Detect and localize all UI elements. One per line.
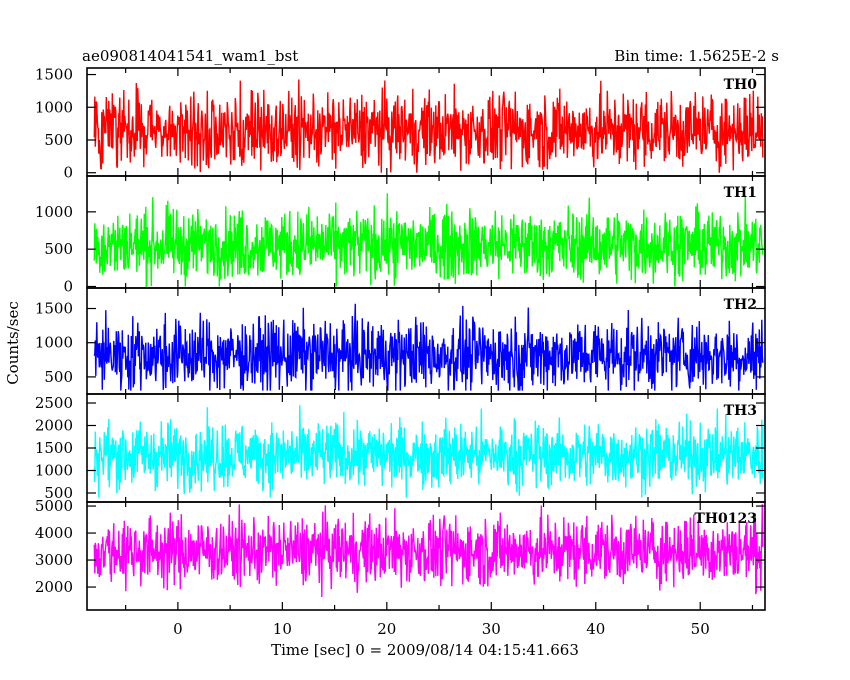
y-tick-label: 1000 <box>35 98 73 116</box>
y-tick-label: 4000 <box>35 524 73 542</box>
panel-frame <box>86 501 766 611</box>
y-tick-label: 2000 <box>35 578 73 596</box>
x-axis-title: Time [sec] 0 = 2009/08/14 04:15:41.663 <box>271 641 579 659</box>
panel-th3: 500 1000 1500 2000 2500 TH3 <box>35 393 766 503</box>
series-line-th3 <box>93 405 764 498</box>
series-label-th2: TH2 <box>724 297 757 313</box>
panel-th1: 0 500 1000 TH1 <box>35 175 766 296</box>
series-line-th1 <box>93 193 764 288</box>
y-tick-label: 500 <box>44 368 73 386</box>
x-tick-label: 10 <box>273 620 292 638</box>
y-tick-label: 1500 <box>35 300 73 318</box>
series-label-th0: TH0 <box>724 77 758 93</box>
y-tick-label: 2000 <box>35 417 73 435</box>
bin-time-label: Bin time: 1.5625E-2 s <box>614 47 779 65</box>
y-tick-label: 2500 <box>35 394 73 412</box>
series-label-th0123: TH0123 <box>694 511 757 527</box>
y-tick-label: 500 <box>44 131 73 149</box>
y-axis-title: Counts/sec <box>4 301 22 385</box>
series-line-th2 <box>93 303 764 391</box>
y-tick-label: 1000 <box>35 203 73 221</box>
y-tick-label: 1500 <box>35 439 73 457</box>
x-tick-label: 0 <box>173 620 183 638</box>
series-label-th1: TH1 <box>724 185 757 201</box>
y-tick-label: 0 <box>63 278 73 296</box>
series-line-th0 <box>93 79 764 173</box>
y-tick-label: 500 <box>44 484 73 502</box>
y-tick-label: 1000 <box>35 462 73 480</box>
x-tick-label: 30 <box>482 620 501 638</box>
series-line-th0123 <box>93 504 764 598</box>
panel-th0: 0 500 1000 1500 TH0 <box>35 66 766 182</box>
y-tick-label: 3000 <box>35 551 73 569</box>
x-tick-label: 20 <box>377 620 396 638</box>
y-tick-label: 5000 <box>35 497 73 515</box>
panel-th0123: 2000 3000 4000 5000 TH0123 <box>35 497 766 611</box>
y-tick-label: 500 <box>44 240 73 258</box>
y-tick-label: 1000 <box>35 334 73 352</box>
x-tick-label: 40 <box>586 620 605 638</box>
y-tick-label: 1500 <box>35 66 73 84</box>
chart-title: ae090814041541_wam1_bst <box>82 47 298 65</box>
y-tick-label: 0 <box>63 164 73 182</box>
series-label-th3: TH3 <box>724 403 757 419</box>
x-tick-label: 50 <box>691 620 710 638</box>
panel-th2: 500 1000 1500 TH2 <box>35 287 766 395</box>
